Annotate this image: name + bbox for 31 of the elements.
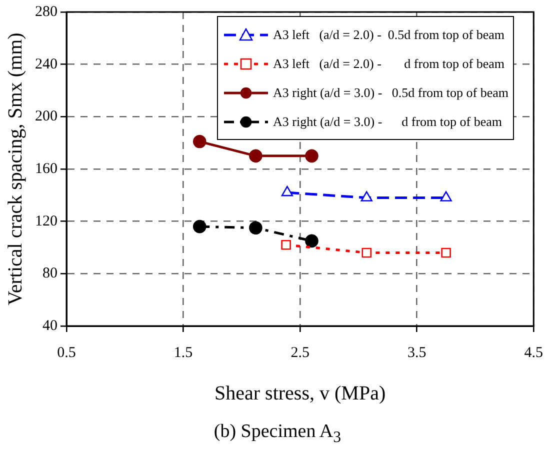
point bbox=[192, 134, 206, 148]
x-tick-label: 0.5 bbox=[57, 344, 76, 361]
point bbox=[192, 220, 206, 234]
y-axis-title: Vertical crack spacing, Smx (mm) bbox=[4, 32, 26, 306]
point bbox=[440, 191, 452, 202]
point bbox=[441, 248, 451, 258]
y-tick-label: 160 bbox=[35, 160, 58, 177]
y-tick-label: 240 bbox=[35, 56, 58, 72]
y-tick-label: 80 bbox=[42, 266, 58, 282]
point bbox=[281, 186, 294, 196]
point bbox=[360, 191, 372, 202]
x-tick-label: 4.5 bbox=[524, 344, 543, 361]
point bbox=[281, 240, 291, 250]
legend-label: A3 right (a/d = 3.0) - 0.5d from top of beam bbox=[273, 84, 509, 100]
x-tick-label: 3.5 bbox=[407, 344, 426, 361]
point bbox=[305, 234, 318, 248]
y-tick-label: 40 bbox=[42, 318, 58, 334]
legend-label: A3 left (a/d = 2.0) - 0.5d from top of beam bbox=[273, 26, 505, 42]
y-tick-label: 200 bbox=[35, 108, 58, 125]
x-tick-label: 2.5 bbox=[290, 344, 310, 361]
legend-label: A3 right (a/d = 3.0) - d from top of beam bbox=[273, 114, 502, 130]
text: (b) Specimen A$_{3}$ bbox=[212, 421, 342, 447]
legend-label: A3 left (a/d = 2.0) - d from top of beam bbox=[273, 56, 505, 72]
point bbox=[249, 221, 262, 235]
y-tick-label: 120 bbox=[35, 213, 58, 230]
x-tick-label: 1.5 bbox=[174, 344, 193, 361]
x-axis-title: Shear stress, v (MPa) bbox=[214, 382, 386, 404]
point bbox=[362, 248, 372, 258]
y-tick-label: 280 bbox=[35, 4, 58, 20]
point bbox=[249, 149, 262, 163]
point bbox=[305, 149, 318, 163]
